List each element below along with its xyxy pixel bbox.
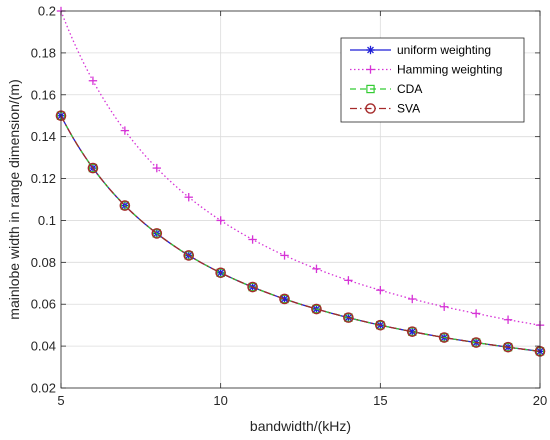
data-point bbox=[120, 201, 130, 210]
legend-marker bbox=[365, 103, 376, 114]
data-point bbox=[119, 200, 131, 211]
legend: uniform weighting Hamming weighting CDA SVA bbox=[340, 37, 525, 123]
data-point bbox=[152, 163, 161, 173]
data-point bbox=[216, 216, 225, 225]
data-point bbox=[215, 267, 226, 279]
legend-item: CDA bbox=[350, 82, 422, 96]
data-point bbox=[376, 320, 385, 330]
x-tick-label: 15 bbox=[373, 393, 387, 408]
data-point bbox=[247, 281, 258, 293]
data-point bbox=[503, 315, 513, 324]
data-point bbox=[344, 276, 353, 285]
y-tick-label: 0.06 bbox=[31, 297, 56, 312]
data-point bbox=[88, 163, 98, 173]
y-tick-label: 0.04 bbox=[31, 339, 56, 354]
marker-stroke bbox=[281, 295, 288, 303]
data-point bbox=[408, 327, 417, 336]
marker-stroke bbox=[367, 46, 374, 54]
y-tick-label: 0.1 bbox=[38, 213, 56, 228]
y-tick-label: 0.14 bbox=[31, 129, 56, 144]
data-point bbox=[470, 337, 482, 348]
x-tick-label: 5 bbox=[57, 393, 64, 408]
legend-label: uniform weighting bbox=[397, 43, 491, 57]
y-tick-label: 0.02 bbox=[31, 381, 56, 396]
marker-stroke bbox=[408, 328, 416, 336]
y-tick-label: 0.2 bbox=[38, 4, 56, 19]
y-axis-label: mainlobe width in range dimension/(m) bbox=[6, 79, 22, 319]
data-point bbox=[312, 304, 321, 314]
data-point bbox=[280, 294, 289, 304]
data-point bbox=[151, 228, 163, 239]
data-point bbox=[184, 192, 193, 202]
data-point bbox=[502, 341, 514, 353]
data-point bbox=[471, 309, 481, 318]
data-point bbox=[88, 76, 98, 85]
data-point bbox=[376, 285, 385, 295]
x-axis-label: bandwidth/(kHz) bbox=[250, 418, 351, 434]
legend-item: Hamming weighting bbox=[350, 63, 502, 77]
legend-marker bbox=[366, 84, 375, 94]
series-line bbox=[60, 115, 541, 352]
legend-marker bbox=[366, 45, 375, 55]
data-point bbox=[280, 294, 289, 304]
data-point bbox=[408, 294, 417, 304]
data-point bbox=[248, 282, 257, 292]
data-point bbox=[311, 303, 322, 315]
data-point bbox=[152, 229, 161, 238]
y-tick-label: 0.12 bbox=[31, 171, 56, 186]
legend-label: SVA bbox=[397, 102, 420, 116]
legend-label: CDA bbox=[397, 82, 422, 96]
axis-ticks: 5 10 15 20 0.02 0.04 0.06 0.08 0.1 0.12 0.14 0.16 0.… bbox=[31, 4, 548, 409]
data-point bbox=[120, 126, 130, 135]
data-point bbox=[184, 251, 193, 260]
data-point bbox=[406, 326, 418, 337]
y-tick-label: 0.18 bbox=[31, 45, 56, 60]
data-point bbox=[279, 293, 290, 305]
series-line bbox=[60, 10, 541, 326]
data-point bbox=[344, 313, 353, 322]
legend-label: Hamming weighting bbox=[397, 63, 502, 77]
x-tick-label: 10 bbox=[213, 393, 227, 408]
data-point bbox=[440, 302, 449, 311]
data-point bbox=[87, 162, 99, 174]
legend-item: uniform weighting bbox=[350, 43, 491, 57]
data-point bbox=[375, 319, 386, 331]
y-tick-label: 0.08 bbox=[31, 255, 56, 270]
data-point bbox=[216, 268, 225, 278]
data-point bbox=[183, 250, 195, 261]
data-point bbox=[280, 251, 289, 260]
data-point bbox=[312, 264, 321, 274]
data-point bbox=[343, 312, 354, 323]
x-tick-label: 20 bbox=[533, 393, 547, 408]
data-point bbox=[248, 235, 257, 244]
legend-marker bbox=[366, 65, 375, 74]
plot-frame bbox=[60, 10, 541, 389]
data-point bbox=[438, 332, 450, 343]
legend-item: SVA bbox=[350, 102, 420, 116]
y-tick-label: 0.16 bbox=[31, 87, 56, 102]
